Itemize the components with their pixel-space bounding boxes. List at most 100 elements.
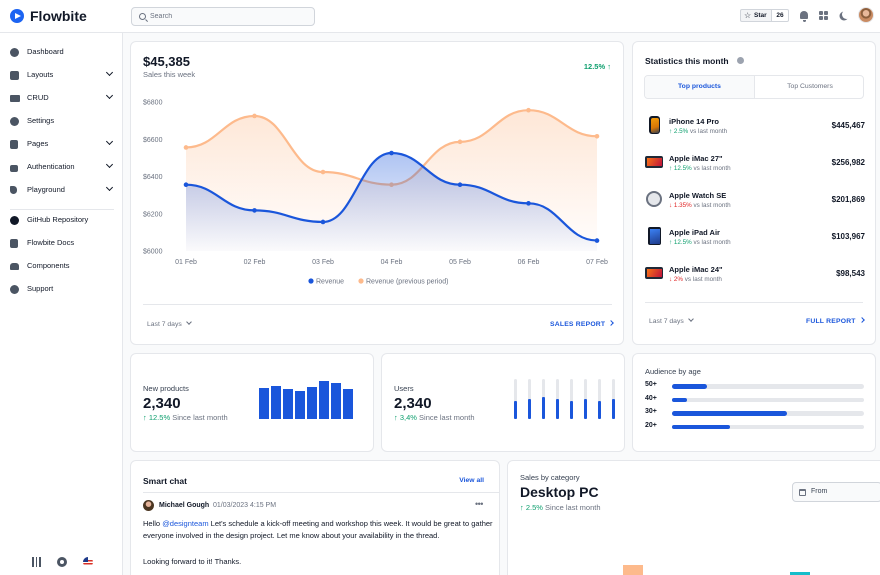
imac-icon xyxy=(645,156,663,168)
moon-icon[interactable] xyxy=(842,10,851,19)
github-star-button[interactable]: ☆ Star xyxy=(740,9,772,22)
bar[interactable] xyxy=(319,381,329,419)
sliders-icon[interactable] xyxy=(31,557,41,567)
category-value: Desktop PC xyxy=(520,484,599,500)
gear-icon[interactable] xyxy=(57,557,67,567)
chevron-right-icon xyxy=(858,317,865,323)
bar[interactable] xyxy=(514,401,517,419)
sidebar-item-crud[interactable]: CRUD xyxy=(10,91,114,105)
brand-name[interactable]: Flowbite xyxy=(30,8,87,24)
legend-marker[interactable] xyxy=(308,278,314,284)
legend-marker[interactable] xyxy=(358,278,364,284)
date-from-input[interactable]: From xyxy=(792,482,880,502)
data-point[interactable] xyxy=(526,201,531,206)
chat-author[interactable]: Michael Gough xyxy=(159,502,210,509)
lifebuoy-icon xyxy=(10,284,19,294)
bar[interactable] xyxy=(556,399,559,419)
legend-label[interactable]: Revenue (previous period) xyxy=(366,279,449,286)
bar[interactable] xyxy=(612,399,615,419)
tab-top-products[interactable]: Top products xyxy=(645,76,755,98)
sidebar-item-authentication[interactable]: Authentication xyxy=(10,160,114,174)
sidebar-item-components[interactable]: Components xyxy=(10,259,114,273)
bar[interactable] xyxy=(283,388,293,419)
top-navbar: Flowbite ☆ Star 26 xyxy=(0,0,880,33)
data-point[interactable] xyxy=(252,208,257,213)
users-bar-chart xyxy=(514,379,615,419)
sidebar-item-pages[interactable]: Pages xyxy=(10,137,114,151)
sidebar-item-settings[interactable]: Settings xyxy=(10,114,114,128)
series-area xyxy=(186,153,597,251)
bar[interactable] xyxy=(542,397,545,419)
product-row[interactable]: Apple iMac 27" ↑ 12.5% vs last month $256,… xyxy=(645,149,865,179)
bar[interactable] xyxy=(331,383,341,419)
mention-link[interactable]: @designteam xyxy=(162,519,209,528)
bar[interactable] xyxy=(528,399,531,419)
period-dropdown[interactable]: Last 7 days xyxy=(147,319,192,328)
age-label: 20+ xyxy=(645,421,657,429)
full-report-link[interactable]: FULL REPORT xyxy=(806,317,865,325)
sidebar-item-layouts[interactable]: Layouts xyxy=(10,68,114,82)
new-products-label: New products xyxy=(143,384,189,393)
bar[interactable] xyxy=(598,401,601,419)
search-box[interactable] xyxy=(131,7,315,26)
more-icon[interactable]: ••• xyxy=(475,499,483,509)
product-row[interactable]: Apple Watch SE ↓ 1.35% vs last month $201,… xyxy=(645,186,865,216)
product-row[interactable]: iPhone 14 Pro ↑ 2.5% vs last month $445,46… xyxy=(645,112,865,142)
data-point[interactable] xyxy=(457,139,463,145)
bar[interactable] xyxy=(584,399,587,419)
bar[interactable] xyxy=(570,401,573,419)
chat-timestamp: 01/03/2023 4:15 PM xyxy=(213,502,277,509)
data-point[interactable] xyxy=(594,238,600,243)
book-icon xyxy=(10,238,18,248)
document-icon xyxy=(10,139,18,149)
sidebar-item-docs[interactable]: Flowbite Docs xyxy=(10,236,114,250)
sales-by-category-card: Sales by category Desktop PC ↑ 2.5% Sinc… xyxy=(507,460,880,575)
star-count[interactable]: 26 xyxy=(772,9,789,22)
sidebar-item-dashboard[interactable]: Dashboard xyxy=(10,45,114,59)
table-icon xyxy=(10,94,20,102)
search-input[interactable] xyxy=(150,9,310,24)
sales-report-link[interactable]: SALES REPORT xyxy=(550,320,615,328)
card-divider xyxy=(143,304,612,305)
sidebar-item-support[interactable]: Support xyxy=(10,282,114,296)
flowbite-logo-icon[interactable] xyxy=(10,9,24,23)
legend-label[interactable]: Revenue xyxy=(316,279,344,286)
data-point[interactable] xyxy=(457,182,463,187)
category-label: Sales by category xyxy=(520,473,580,482)
product-row[interactable]: Apple iMac 24" ↓ 2% vs last month $98,543 xyxy=(645,260,865,290)
bar[interactable] xyxy=(271,386,281,419)
data-point[interactable] xyxy=(526,107,531,113)
avatar[interactable] xyxy=(858,7,874,23)
data-point[interactable] xyxy=(594,133,600,139)
view-all-link[interactable]: View all xyxy=(459,477,484,484)
y-tick-label: $6800 xyxy=(143,100,163,107)
sidebar-item-github[interactable]: GitHub Repository xyxy=(10,213,114,227)
age-progress-fill xyxy=(672,424,730,429)
category-bar xyxy=(623,565,643,575)
sidebar-item-playground[interactable]: Playground xyxy=(10,183,114,197)
tab-top-customers[interactable]: Top Customers xyxy=(787,83,833,90)
bar[interactable] xyxy=(259,387,269,419)
data-point[interactable] xyxy=(320,219,326,225)
new-products-bar-chart xyxy=(259,381,355,419)
bar[interactable] xyxy=(295,391,305,419)
sidebar-item-label: Support xyxy=(27,284,54,293)
info-icon[interactable] xyxy=(737,57,744,64)
data-point[interactable] xyxy=(183,145,189,150)
data-point[interactable] xyxy=(183,182,189,187)
apps-icon[interactable] xyxy=(819,11,828,20)
flag-us-icon[interactable] xyxy=(83,557,93,567)
arrow-up-icon: ↑ xyxy=(607,62,611,71)
audience-title: Audience by age xyxy=(645,367,701,376)
bell-icon[interactable] xyxy=(800,11,808,22)
product-row[interactable]: Apple iPad Air ↑ 12.5% vs last month $103,… xyxy=(645,223,865,253)
bar[interactable] xyxy=(307,387,317,419)
data-point[interactable] xyxy=(320,169,326,175)
sidebar-item-label: Playground xyxy=(27,185,65,194)
bar[interactable] xyxy=(343,389,353,419)
data-point[interactable] xyxy=(252,113,257,119)
data-point[interactable] xyxy=(389,150,394,156)
star-icon: ☆ xyxy=(744,11,752,20)
period-dropdown[interactable]: Last 7 days xyxy=(649,316,694,325)
users-label: Users xyxy=(394,384,414,393)
